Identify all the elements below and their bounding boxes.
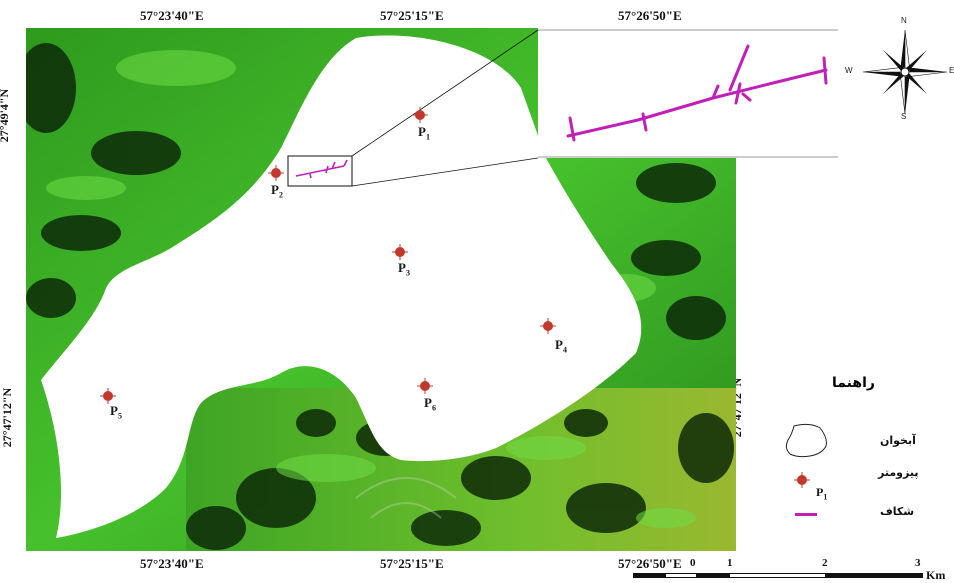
legend-fracture-label: شکاف [880,505,915,518]
scale-tick-0: 0 [690,557,696,569]
scale-tick-2: 2 [822,557,828,569]
scale-bar [633,573,923,578]
piezometer-marker-3 [392,244,408,260]
fracture-lines-large [566,44,828,142]
piezometer-label-3: P3 [398,260,410,278]
compass-rose: N S E W [845,16,954,121]
compass-e: E [949,66,954,75]
inset-connector-bottom [351,157,539,187]
watermark-emblem [355,477,457,519]
piezometer-marker-4 [540,318,556,334]
legend-piezometer-label: پیزومتر [878,466,919,479]
scale-tick-1: 1 [727,557,733,569]
legend-piezometer-icon [794,472,810,488]
piezometer-marker-6 [417,378,433,394]
piezometer-label-1: P1 [418,124,430,142]
piezometer-marker-5 [100,388,116,404]
legend-fracture-icon [795,513,817,516]
coord-bottom-3: 57°26'50"E [618,556,682,571]
compass-w: W [845,66,853,75]
aquifer-boundary [41,35,642,538]
legend-piezometer-sample: P1 [816,485,828,502]
inset-connector-top [351,29,539,157]
piezometer-marker-1 [412,107,428,123]
legend-aquifer-label: آبخوان [880,434,916,447]
scale-unit: Km [926,568,946,582]
map-svg [26,28,736,551]
compass-s: S [901,112,907,121]
terrain-shadows [26,43,734,550]
legend-title: راهنما [832,375,875,391]
piezometer-marker-2 [268,165,284,181]
coord-top-1: 57°23'40"E [140,8,204,23]
scale-tick-3: 3 [915,557,921,569]
inset-svg [538,29,838,158]
piezometer-label-2: P2 [271,182,283,200]
coord-top-3: 57°26'50"E [618,8,682,23]
piezometer-label-6: P6 [424,395,436,413]
coord-bottom-1: 57°23'40"E [140,556,204,571]
map-frame [26,28,736,551]
coord-top-2: 57°25'15"E [380,8,444,23]
legend-aquifer-icon [785,423,827,458]
compass-n: N [901,16,907,25]
inset-fracture-view [538,28,838,158]
piezometer-label-5: P5 [110,403,122,421]
coord-bottom-2: 57°25'15"E [380,556,444,571]
compass-icon [862,29,948,115]
fracture-lines-small [295,159,348,179]
piezometer-label-4: P4 [555,337,567,355]
terrain-highlights [46,50,696,528]
